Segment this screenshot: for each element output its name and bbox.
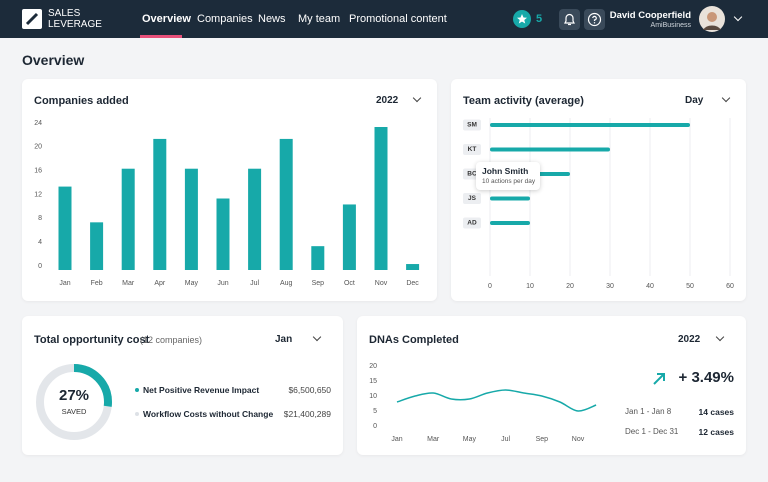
- star-count: 5: [536, 13, 543, 25]
- legend-name: Net Positive Revenue Impact: [143, 385, 260, 395]
- tooltip-name: John Smith: [482, 166, 529, 176]
- user-company: AmiBusiness: [650, 22, 691, 29]
- card-title: Total opportunity cost: [34, 334, 150, 346]
- year-filter[interactable]: 2022: [376, 95, 399, 106]
- nav-item[interactable]: My team: [298, 13, 341, 25]
- change-value: + 3.49%: [678, 369, 734, 386]
- logo-line: LEVERAGE: [48, 19, 102, 30]
- filter-chevron[interactable]: [412, 93, 422, 103]
- logo-icon: [22, 9, 42, 29]
- nav-active-underline: [140, 35, 182, 38]
- legend-name: Workflow Costs without Change: [143, 409, 274, 419]
- nav-item[interactable]: Overview: [142, 13, 191, 25]
- month-filter[interactable]: Jan: [275, 334, 293, 345]
- card-title: Companies added: [34, 95, 129, 107]
- trend-arrow: [653, 373, 665, 385]
- bell-button[interactable]: [559, 9, 580, 30]
- star-icon[interactable]: [513, 10, 531, 28]
- opportunity-card: Total opportunity cost (12 companies) Ja…: [22, 316, 343, 455]
- tooltip: John Smith 10 actions per day: [476, 162, 540, 190]
- user-name: David Cooperfield: [609, 10, 691, 21]
- logo-text: SALES LEVERAGE: [48, 8, 102, 30]
- page-title: Overview: [22, 52, 85, 68]
- stat-cases: 12 cases: [698, 427, 734, 437]
- stat-period: Dec 1 - Dec 31: [625, 427, 679, 436]
- year-filter[interactable]: 2022: [678, 334, 701, 345]
- help-button[interactable]: [584, 9, 605, 30]
- nav-item[interactable]: News: [258, 13, 286, 25]
- legend-value: $21,400,289: [283, 409, 331, 419]
- stat-cases: 14 cases: [698, 407, 734, 417]
- logo-line: SALES: [48, 8, 81, 19]
- stat-period: Jan 1 - Jan 8: [625, 407, 672, 416]
- filter-chevron[interactable]: [721, 93, 731, 103]
- card-title: Team activity (average): [463, 95, 584, 107]
- companies-card: Companies added 2022: [22, 79, 437, 301]
- header: SALES LEVERAGE Overview Companies News My…: [0, 0, 768, 38]
- avatar[interactable]: [699, 6, 725, 32]
- legend-dot: [135, 388, 139, 392]
- nav-item[interactable]: Companies: [197, 13, 253, 25]
- period-filter[interactable]: Day: [685, 95, 704, 106]
- nav-item[interactable]: Promotional content: [349, 13, 447, 25]
- card-title: DNAs Completed: [369, 334, 459, 346]
- legend-dot: [135, 412, 139, 416]
- filter-chevron[interactable]: [715, 332, 725, 342]
- tooltip-text: 10 actions per day: [482, 178, 536, 185]
- dnas-card: DNAs Completed 2022 + 3.49% Jan 1 - Jan …: [357, 316, 746, 455]
- filter-chevron[interactable]: [312, 332, 322, 342]
- card-subtitle: (12 companies): [140, 335, 203, 345]
- legend-value: $6,500,650: [288, 385, 331, 395]
- team-card: Team activity (average) Day: [451, 79, 746, 301]
- user-menu-chevron[interactable]: [733, 12, 743, 22]
